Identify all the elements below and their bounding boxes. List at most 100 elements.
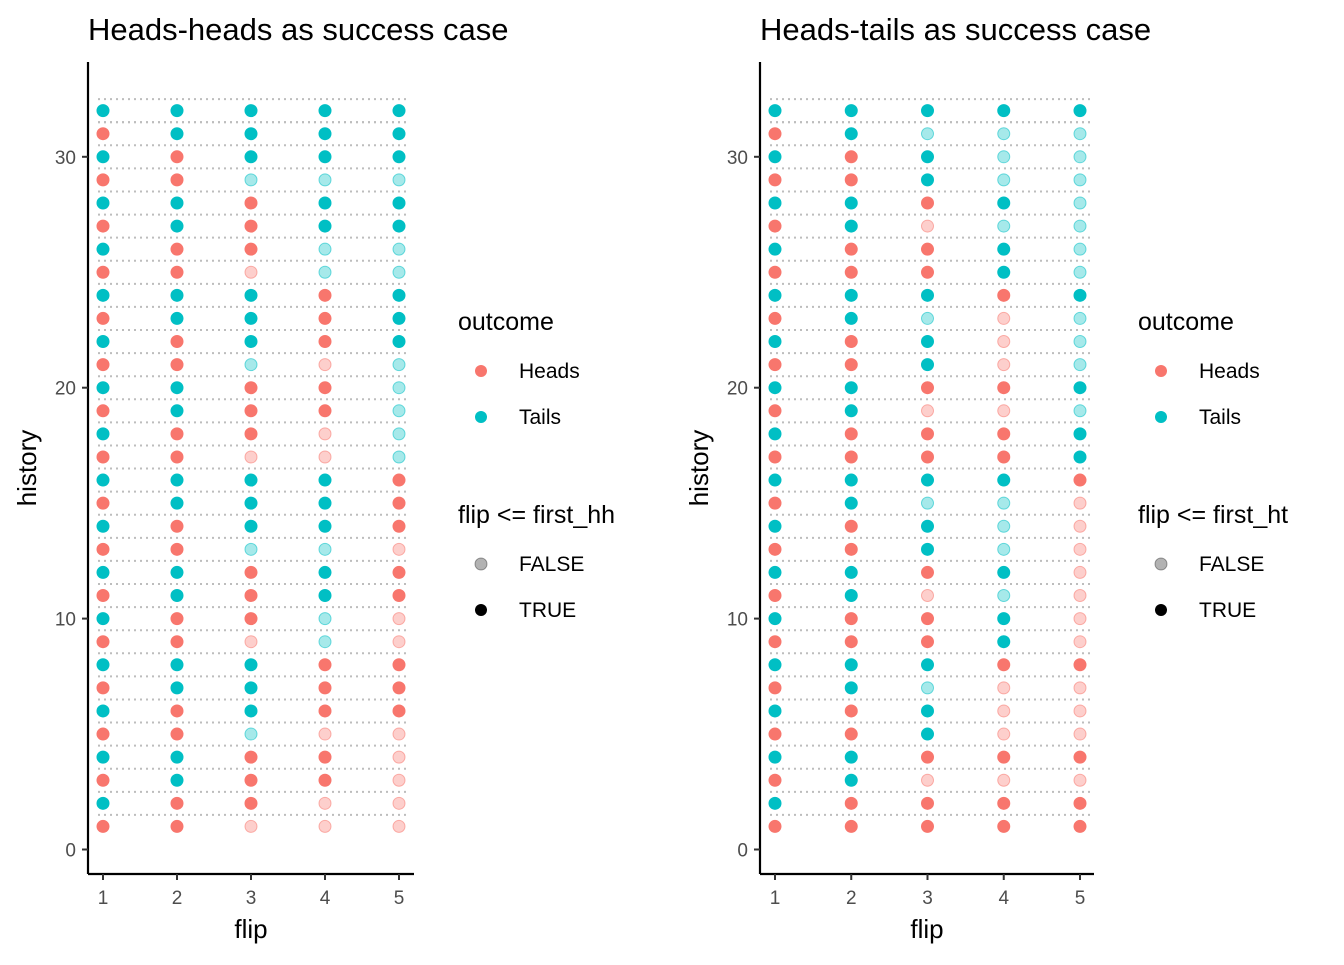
panel1-point bbox=[96, 427, 110, 441]
panel2-point bbox=[921, 819, 934, 833]
panel1-x-tick-label: 5 bbox=[394, 888, 405, 909]
panel2-point bbox=[997, 635, 1011, 649]
panel1-point bbox=[244, 265, 258, 279]
panel2-point bbox=[844, 381, 858, 395]
panel2-point bbox=[921, 288, 934, 302]
panel1-point bbox=[318, 288, 332, 302]
panel1-point bbox=[244, 589, 258, 603]
panel2-point bbox=[921, 104, 934, 118]
panel1-point bbox=[318, 496, 332, 510]
panel1-point bbox=[392, 196, 406, 210]
panel1-point bbox=[244, 496, 258, 510]
panel1-point bbox=[318, 150, 332, 164]
panel2-point bbox=[844, 681, 858, 695]
panel1-point bbox=[244, 427, 258, 441]
panel2-point bbox=[921, 242, 934, 256]
panel2-point bbox=[1073, 681, 1087, 695]
panel1-point bbox=[318, 658, 332, 672]
panel2-point bbox=[921, 589, 934, 603]
panel1-point bbox=[318, 404, 332, 418]
panel1-legend-false-label: FALSE bbox=[519, 553, 584, 576]
panel1-point bbox=[170, 681, 184, 695]
panel1-point bbox=[392, 288, 406, 302]
panel2-point bbox=[921, 542, 934, 556]
panel2-legend-heads-label: Heads bbox=[1199, 360, 1260, 383]
panel1-point bbox=[170, 473, 184, 487]
panel1-point bbox=[96, 773, 110, 787]
panel1-point bbox=[170, 173, 184, 187]
panel1-x-tick-label: 1 bbox=[98, 888, 109, 909]
panel1-point bbox=[96, 704, 110, 718]
panel2-point bbox=[768, 219, 782, 233]
panel1-point bbox=[244, 681, 258, 695]
panel2-point bbox=[768, 773, 782, 787]
panel1-point bbox=[318, 242, 332, 256]
panel1-point bbox=[170, 819, 184, 833]
panel1-point bbox=[392, 542, 406, 556]
panel1-legend-tails-swatch bbox=[475, 411, 487, 423]
panel1-point bbox=[244, 704, 258, 718]
panel1-point bbox=[392, 796, 406, 810]
panel1-point bbox=[170, 104, 184, 118]
panel2-point bbox=[768, 311, 782, 325]
panel1-point bbox=[392, 819, 406, 833]
panel2-point bbox=[997, 796, 1011, 810]
panel2-point bbox=[768, 589, 782, 603]
panel2-point bbox=[844, 288, 858, 302]
panel2-point bbox=[768, 727, 782, 741]
panel1-point bbox=[244, 635, 258, 649]
panel1-point bbox=[244, 565, 258, 579]
panel1-point bbox=[96, 589, 110, 603]
panel2-point bbox=[997, 589, 1011, 603]
panel1-point bbox=[170, 219, 184, 233]
panel1-point bbox=[170, 265, 184, 279]
panel2-point bbox=[997, 473, 1011, 487]
panel2-point bbox=[997, 358, 1011, 372]
panel1-point bbox=[96, 150, 110, 164]
panel2-point bbox=[1073, 381, 1087, 395]
panel2-point bbox=[768, 519, 782, 533]
panel2-x-tick-label: 4 bbox=[998, 888, 1009, 909]
panel2-point bbox=[844, 796, 858, 810]
panel2-point bbox=[844, 265, 858, 279]
panel1-point bbox=[96, 750, 110, 764]
panel1-point bbox=[96, 404, 110, 418]
panel1-point bbox=[318, 681, 332, 695]
panel1-point bbox=[244, 519, 258, 533]
panel2-point bbox=[997, 196, 1011, 210]
panel1-point bbox=[318, 635, 332, 649]
panel1-point bbox=[96, 496, 110, 510]
panel2-point bbox=[921, 404, 934, 418]
panel1-point bbox=[392, 358, 406, 372]
panel2-point bbox=[1073, 496, 1087, 510]
panel2-point bbox=[921, 496, 934, 510]
panel1-legend-alpha-title: flip <= first_hh bbox=[458, 501, 615, 529]
panel1-point bbox=[170, 635, 184, 649]
panel1-legend-outcome-title: outcome bbox=[458, 308, 554, 336]
panel1-point bbox=[170, 150, 184, 164]
panel1-point bbox=[96, 612, 110, 626]
panel2-point bbox=[844, 519, 858, 533]
panel1-point bbox=[318, 704, 332, 718]
panel2-point bbox=[844, 427, 858, 441]
panel2-point bbox=[1073, 727, 1087, 741]
panel2-point bbox=[1073, 150, 1087, 164]
panel2-point bbox=[921, 450, 934, 464]
panel2-legend-alpha-title: flip <= first_ht bbox=[1138, 501, 1288, 529]
panel1-point bbox=[96, 542, 110, 556]
panel2-point bbox=[921, 519, 934, 533]
panel1-point bbox=[170, 335, 184, 349]
panel2-x-tick-label: 5 bbox=[1075, 888, 1086, 909]
panel1-point bbox=[392, 127, 406, 141]
panel1-point bbox=[170, 750, 184, 764]
panel2-point bbox=[844, 219, 858, 233]
panel1-point bbox=[244, 196, 258, 210]
panel2-point bbox=[768, 819, 782, 833]
panel2-point bbox=[997, 542, 1011, 556]
panel1-point bbox=[170, 127, 184, 141]
panel2-point bbox=[768, 496, 782, 510]
panel1-point bbox=[244, 311, 258, 325]
panel2-point bbox=[921, 265, 934, 279]
panel2-point bbox=[997, 127, 1011, 141]
